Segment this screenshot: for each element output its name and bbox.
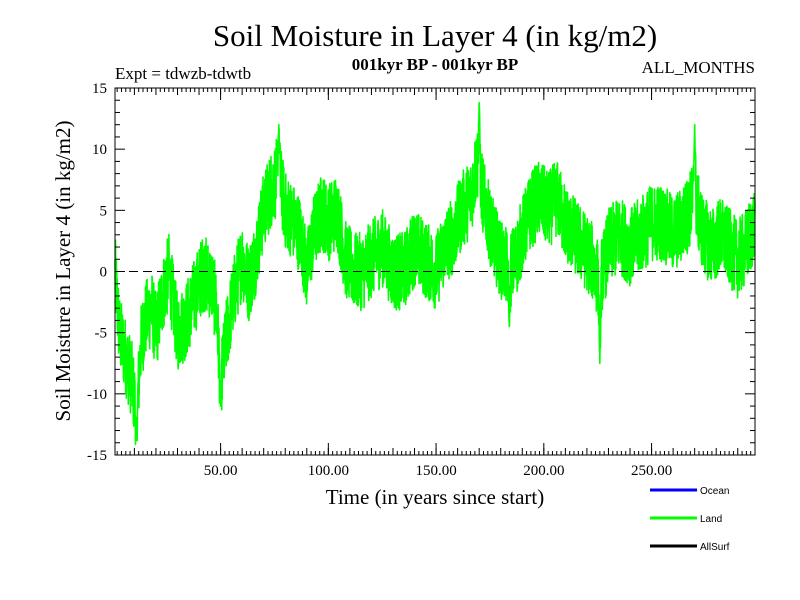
chart-title: Soil Moisture in Layer 4 (in kg/m2) xyxy=(213,18,657,53)
x-tick-label: 200.00 xyxy=(523,463,564,479)
legend-label-ocean: Ocean xyxy=(700,486,729,497)
legend-item-allsurf: AllSurf xyxy=(650,542,730,553)
legend-label-allsurf: AllSurf xyxy=(700,542,730,553)
x-axis-label: Time (in years since start) xyxy=(326,485,545,509)
y-tick-label: 15 xyxy=(92,81,107,97)
x-tick-label: 150.00 xyxy=(415,463,456,479)
legend-item-land: Land xyxy=(650,514,722,525)
y-tick-label: 0 xyxy=(100,265,108,281)
x-tick-label: 100.00 xyxy=(308,463,349,479)
y-tick-label: -5 xyxy=(95,326,108,342)
legend: Ocean Land AllSurf xyxy=(650,486,730,553)
legend-label-land: Land xyxy=(700,514,722,525)
chart-subtitle: 001kyr BP - 001kyr BP xyxy=(352,55,519,74)
legend-item-ocean: Ocean xyxy=(650,486,729,497)
months-label: ALL_MONTHS xyxy=(642,58,755,77)
x-tick-label: 250.00 xyxy=(631,463,672,479)
x-tick-label: 50.00 xyxy=(204,463,238,479)
y-tick-label: -15 xyxy=(87,448,107,464)
y-tick-label: -10 xyxy=(87,387,107,403)
y-tick-label: 10 xyxy=(92,142,107,158)
y-axis-label: Soil Moisture in Layer 4 (in kg/m2) xyxy=(51,121,75,422)
land-series-line xyxy=(114,101,756,446)
experiment-label: Expt = tdwzb-tdwtb xyxy=(115,64,251,83)
y-tick-label: 5 xyxy=(100,203,108,219)
